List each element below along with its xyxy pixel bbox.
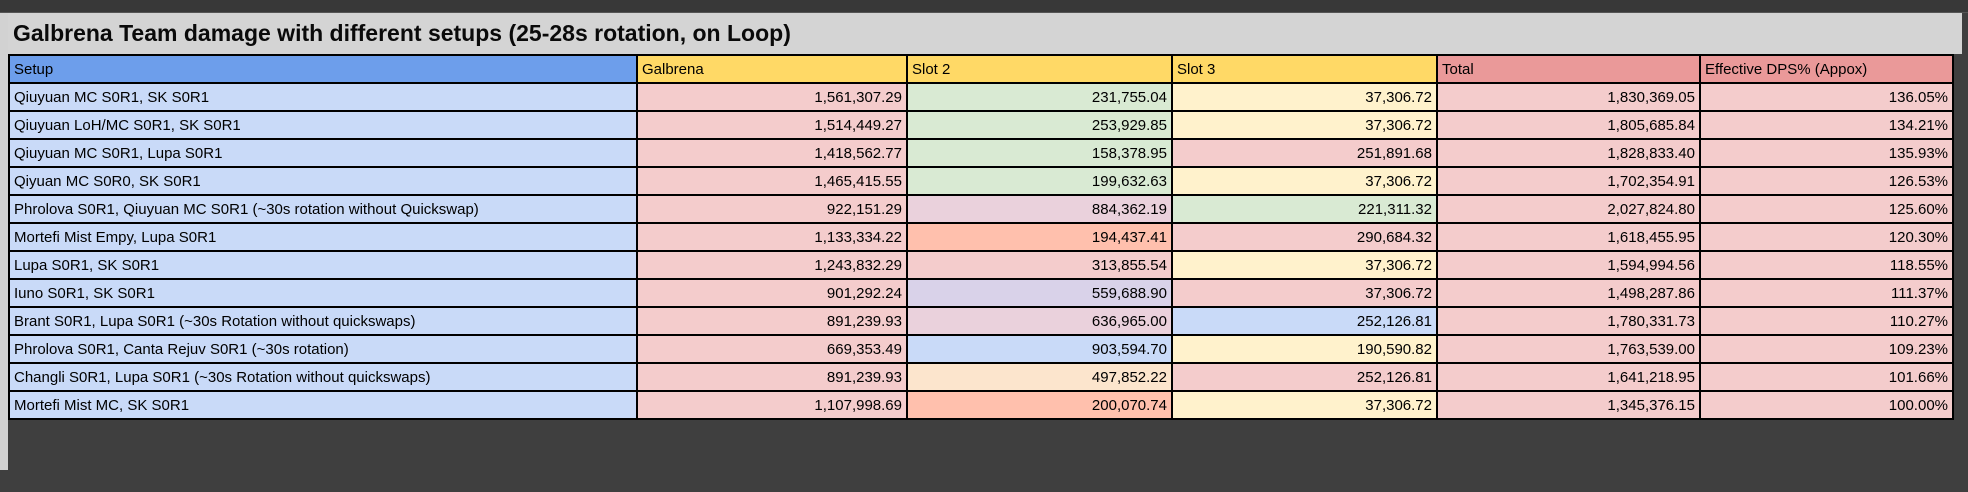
cell-dps[interactable]: 101.66%: [1699, 362, 1954, 392]
column-header-total[interactable]: Total: [1436, 54, 1701, 84]
cell-total[interactable]: 1,763,539.00: [1436, 334, 1701, 364]
column-header-slot2[interactable]: Slot 2: [906, 54, 1173, 84]
cell-galbrena[interactable]: 1,465,415.55: [636, 166, 908, 196]
cell-total[interactable]: 1,498,287.86: [1436, 278, 1701, 308]
table-row: Phrolova S0R1, Canta Rejuv S0R1 (~30s ro…: [8, 334, 1954, 364]
cell-dps[interactable]: 120.30%: [1699, 222, 1954, 252]
cell-slot2[interactable]: 636,965.00: [906, 306, 1173, 336]
table-row: Qiuyuan LoH/MC S0R1, SK S0R1 1,514,449.27…: [8, 110, 1954, 140]
cell-slot3[interactable]: 221,311.32: [1171, 194, 1438, 224]
cell-dps[interactable]: 126.53%: [1699, 166, 1954, 196]
cell-setup[interactable]: Lupa S0R1, SK S0R1: [8, 250, 638, 280]
table-row: Changli S0R1, Lupa S0R1 (~30s Rotation w…: [8, 362, 1954, 392]
cell-slot2[interactable]: 194,437.41: [906, 222, 1173, 252]
title-cell[interactable]: Galbrena Team damage with different setu…: [8, 13, 1962, 54]
table-row: Mortefi Mist Empy, Lupa S0R1 1,133,334.22…: [8, 222, 1954, 252]
damage-table: Setup Galbrena Slot 2 Slot 3 Total Effec…: [8, 54, 1954, 420]
cell-slot3[interactable]: 37,306.72: [1171, 110, 1438, 140]
cell-slot3[interactable]: 37,306.72: [1171, 390, 1438, 420]
table-row: Phrolova S0R1, Qiuyuan MC S0R1 (~30s rot…: [8, 194, 1954, 224]
cell-slot2[interactable]: 903,594.70: [906, 334, 1173, 364]
cell-slot3[interactable]: 37,306.72: [1171, 166, 1438, 196]
cell-galbrena[interactable]: 1,514,449.27: [636, 110, 908, 140]
cell-slot2[interactable]: 200,070.74: [906, 390, 1173, 420]
column-header-setup[interactable]: Setup: [8, 54, 638, 84]
cell-slot3[interactable]: 290,684.32: [1171, 222, 1438, 252]
cell-slot3[interactable]: 252,126.81: [1171, 362, 1438, 392]
cell-setup[interactable]: Mortefi Mist MC, SK S0R1: [8, 390, 638, 420]
page-title: Galbrena Team damage with different setu…: [13, 20, 791, 46]
cell-setup[interactable]: Qiyuan MC S0R0, SK S0R1: [8, 166, 638, 196]
table-body: Qiuyuan MC S0R1, SK S0R1 1,561,307.29 231,…: [8, 82, 1954, 420]
table-row: Qiyuan MC S0R0, SK S0R1 1,465,415.55 199,6…: [8, 166, 1954, 196]
table-row: Brant S0R1, Lupa S0R1 (~30s Rotation wit…: [8, 306, 1954, 336]
cell-galbrena[interactable]: 891,239.93: [636, 306, 908, 336]
cell-slot3[interactable]: 252,126.81: [1171, 306, 1438, 336]
table-row: Mortefi Mist MC, SK S0R1 1,107,998.69 200,…: [8, 390, 1954, 420]
cell-total[interactable]: 1,830,369.05: [1436, 82, 1701, 112]
cell-slot2[interactable]: 313,855.54: [906, 250, 1173, 280]
cell-slot2[interactable]: 559,688.90: [906, 278, 1173, 308]
cell-total[interactable]: 1,345,376.15: [1436, 390, 1701, 420]
cell-galbrena[interactable]: 1,133,334.22: [636, 222, 908, 252]
cell-total[interactable]: 1,641,218.95: [1436, 362, 1701, 392]
cell-dps[interactable]: 134.21%: [1699, 110, 1954, 140]
cell-setup[interactable]: Brant S0R1, Lupa S0R1 (~30s Rotation wit…: [8, 306, 638, 336]
cell-dps[interactable]: 135.93%: [1699, 138, 1954, 168]
cell-total[interactable]: 1,780,331.73: [1436, 306, 1701, 336]
cell-total[interactable]: 2,027,824.80: [1436, 194, 1701, 224]
cell-slot2[interactable]: 231,755.04: [906, 82, 1173, 112]
cell-dps[interactable]: 110.27%: [1699, 306, 1954, 336]
cell-setup[interactable]: Mortefi Mist Empy, Lupa S0R1: [8, 222, 638, 252]
cell-setup[interactable]: Iuno S0R1, SK S0R1: [8, 278, 638, 308]
cell-setup[interactable]: Qiuyuan LoH/MC S0R1, SK S0R1: [8, 110, 638, 140]
cell-setup[interactable]: Phrolova S0R1, Canta Rejuv S0R1 (~30s ro…: [8, 334, 638, 364]
cell-slot2[interactable]: 497,852.22: [906, 362, 1173, 392]
cell-galbrena[interactable]: 1,418,562.77: [636, 138, 908, 168]
cell-total[interactable]: 1,805,685.84: [1436, 110, 1701, 140]
column-header-dps[interactable]: Effective DPS% (Appox): [1699, 54, 1954, 84]
cell-dps[interactable]: 100.00%: [1699, 390, 1954, 420]
table-row: Iuno S0R1, SK S0R1 901,292.24 559,688.90 37…: [8, 278, 1954, 308]
cell-total[interactable]: 1,618,455.95: [1436, 222, 1701, 252]
cell-dps[interactable]: 111.37%: [1699, 278, 1954, 308]
cell-dps[interactable]: 125.60%: [1699, 194, 1954, 224]
cell-slot3[interactable]: 37,306.72: [1171, 278, 1438, 308]
row-header-gutter: [0, 13, 8, 470]
cell-galbrena[interactable]: 891,239.93: [636, 362, 908, 392]
cell-galbrena[interactable]: 1,243,832.29: [636, 250, 908, 280]
column-header-slot3[interactable]: Slot 3: [1171, 54, 1438, 84]
cell-slot3[interactable]: 190,590.82: [1171, 334, 1438, 364]
cell-slot2[interactable]: 199,632.63: [906, 166, 1173, 196]
cell-setup[interactable]: Qiuyuan MC S0R1, SK S0R1: [8, 82, 638, 112]
cell-total[interactable]: 1,828,833.40: [1436, 138, 1701, 168]
cell-total[interactable]: 1,702,354.91: [1436, 166, 1701, 196]
table-row: Qiuyuan MC S0R1, SK S0R1 1,561,307.29 231,…: [8, 82, 1954, 112]
cell-setup[interactable]: Qiuyuan MC S0R1, Lupa S0R1: [8, 138, 638, 168]
cell-galbrena[interactable]: 1,561,307.29: [636, 82, 908, 112]
cell-dps[interactable]: 136.05%: [1699, 82, 1954, 112]
cell-slot2[interactable]: 884,362.19: [906, 194, 1173, 224]
table-row: Lupa S0R1, SK S0R1 1,243,832.29 313,855.54…: [8, 250, 1954, 280]
cell-slot2[interactable]: 158,378.95: [906, 138, 1173, 168]
cell-slot3[interactable]: 251,891.68: [1171, 138, 1438, 168]
column-header-galbrena[interactable]: Galbrena: [636, 54, 908, 84]
cell-slot3[interactable]: 37,306.72: [1171, 250, 1438, 280]
cell-setup[interactable]: Changli S0R1, Lupa S0R1 (~30s Rotation w…: [8, 362, 638, 392]
cell-slot3[interactable]: 37,306.72: [1171, 82, 1438, 112]
top-chrome-bar: [0, 0, 1968, 13]
cell-galbrena[interactable]: 669,353.49: [636, 334, 908, 364]
cell-galbrena[interactable]: 901,292.24: [636, 278, 908, 308]
cell-dps[interactable]: 109.23%: [1699, 334, 1954, 364]
cell-dps[interactable]: 118.55%: [1699, 250, 1954, 280]
cell-setup[interactable]: Phrolova S0R1, Qiuyuan MC S0R1 (~30s rot…: [8, 194, 638, 224]
cell-galbrena[interactable]: 1,107,998.69: [636, 390, 908, 420]
cell-galbrena[interactable]: 922,151.29: [636, 194, 908, 224]
cell-slot2[interactable]: 253,929.85: [906, 110, 1173, 140]
table-row: Qiuyuan MC S0R1, Lupa S0R1 1,418,562.77 15…: [8, 138, 1954, 168]
cell-total[interactable]: 1,594,994.56: [1436, 250, 1701, 280]
header-row: Setup Galbrena Slot 2 Slot 3 Total Effec…: [8, 54, 1954, 84]
